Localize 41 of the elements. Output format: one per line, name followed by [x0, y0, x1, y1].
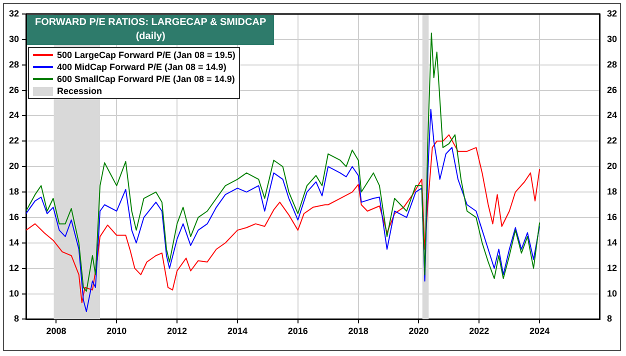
y-tick-label: 10 [8, 288, 20, 298]
y-tick-label: 8 [14, 314, 20, 324]
y2-tick-label: 22 [606, 136, 618, 146]
y2-tick-label: 26 [606, 84, 618, 95]
y2-tick-label: 18 [606, 186, 618, 197]
y2-tick-label: 8 [606, 314, 612, 324]
x-tick-label: 2024 [530, 326, 550, 336]
y-tick-label: 30 [8, 34, 20, 44]
y-tick-label: 12 [8, 262, 20, 273]
x-tick-label: 2022 [469, 326, 490, 336]
y-tick-label: 32 [8, 8, 20, 18]
x-tick-label: 2016 [288, 326, 308, 336]
y2-tick-label: 32 [606, 8, 618, 18]
y-tick-label: 24 [8, 110, 20, 120]
y2-tick-label: 28 [606, 59, 618, 70]
y-tick-label: 20 [8, 161, 20, 172]
y-tick-label: 18 [8, 186, 20, 197]
legend-label: 600 SmallCap Forward P/E (Jan 08 = 14.9) [57, 73, 235, 85]
y2-tick-label: 30 [606, 34, 618, 44]
y2-tick-label: 14 [606, 237, 618, 248]
y-tick-label: 28 [8, 59, 20, 70]
y-tick-label: 16 [8, 212, 20, 222]
y2-tick-label: 10 [606, 288, 618, 298]
legend-label: 500 LargeCap Forward P/E (Jan 08 = 19.5) [57, 49, 236, 61]
x-tick-label: 2010 [106, 326, 127, 336]
y2-tick-label: 16 [606, 212, 618, 222]
legend-label: 400 MidCap Forward P/E (Jan 08 = 14.9) [57, 61, 226, 73]
x-tick-label: 2008 [46, 326, 66, 336]
title-banner: FORWARD P/E RATIOS: LARGECAP & SMIDCAP (daily) [27, 15, 274, 45]
x-tick-label: 2012 [167, 326, 188, 336]
band-label: Recession [57, 85, 102, 97]
x-tick-label: 2014 [227, 326, 248, 336]
y2-tick-label: 24 [606, 110, 618, 120]
y-tick-label: 14 [8, 237, 20, 248]
x-tick-label: 2020 [408, 326, 429, 336]
y-tick-label: 22 [8, 136, 20, 146]
x-tick-label: 2018 [348, 326, 368, 336]
y2-tick-label: 20 [606, 161, 618, 172]
chart-title: FORWARD P/E RATIOS: LARGECAP & SMIDCAP [35, 16, 266, 30]
y2-tick-label: 12 [606, 262, 618, 273]
y-tick-label: 26 [8, 84, 20, 95]
